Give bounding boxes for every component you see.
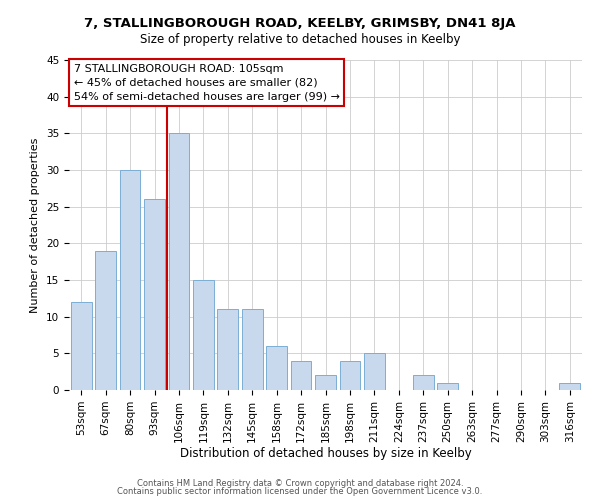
Bar — [290, 360, 311, 390]
Bar — [217, 310, 238, 390]
Y-axis label: Number of detached properties: Number of detached properties — [31, 138, 40, 312]
Bar — [340, 360, 361, 390]
Text: 7 STALLINGBOROUGH ROAD: 105sqm
← 45% of detached houses are smaller (82)
54% of : 7 STALLINGBOROUGH ROAD: 105sqm ← 45% of … — [74, 64, 340, 102]
Bar — [364, 354, 385, 390]
Bar — [95, 250, 116, 390]
Bar — [266, 346, 287, 390]
Bar — [119, 170, 140, 390]
Bar — [559, 382, 580, 390]
Bar — [169, 134, 190, 390]
Text: Contains public sector information licensed under the Open Government Licence v3: Contains public sector information licen… — [118, 487, 482, 496]
Bar — [315, 376, 336, 390]
Text: Size of property relative to detached houses in Keelby: Size of property relative to detached ho… — [140, 32, 460, 46]
Bar — [413, 376, 434, 390]
Bar — [437, 382, 458, 390]
X-axis label: Distribution of detached houses by size in Keelby: Distribution of detached houses by size … — [179, 448, 472, 460]
Bar — [144, 200, 165, 390]
Text: 7, STALLINGBOROUGH ROAD, KEELBY, GRIMSBY, DN41 8JA: 7, STALLINGBOROUGH ROAD, KEELBY, GRIMSBY… — [84, 18, 516, 30]
Text: Contains HM Land Registry data © Crown copyright and database right 2024.: Contains HM Land Registry data © Crown c… — [137, 478, 463, 488]
Bar — [193, 280, 214, 390]
Bar — [242, 310, 263, 390]
Bar — [71, 302, 92, 390]
